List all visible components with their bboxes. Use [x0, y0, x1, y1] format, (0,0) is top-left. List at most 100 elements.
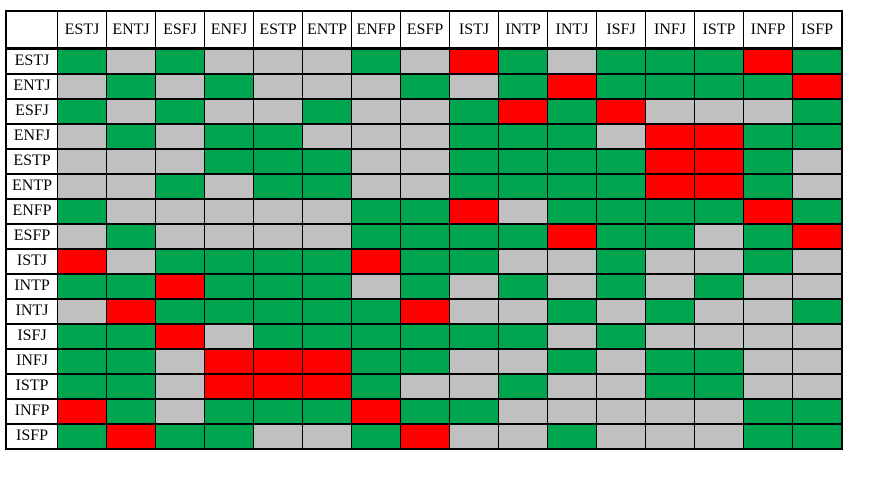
matrix-cell-istj-intp	[498, 247, 548, 275]
matrix-cell-intj-isfp	[792, 297, 843, 325]
matrix-cell-entp-isfj	[596, 172, 646, 200]
matrix-cell-estj-intp	[498, 47, 548, 75]
matrix-cell-intj-enfp	[351, 297, 401, 325]
row-header-esfj: ESFJ	[5, 97, 58, 125]
matrix-cell-entp-istj	[449, 172, 499, 200]
matrix-cell-intj-istp	[694, 297, 744, 325]
column-header-istj: ISTJ	[449, 10, 499, 50]
matrix-cell-istj-entj	[106, 247, 156, 275]
matrix-cell-istp-intj	[547, 372, 597, 400]
matrix-cell-estp-estp	[253, 147, 303, 175]
matrix-cell-enfp-intj	[547, 197, 597, 225]
matrix-cell-infp-esfj	[155, 397, 205, 425]
matrix-cell-intj-entj	[106, 297, 156, 325]
matrix-cell-enfj-infp	[743, 122, 793, 150]
matrix-cell-isfj-infj	[645, 322, 695, 350]
matrix-cell-enfj-estp	[253, 122, 303, 150]
matrix-cell-entp-estp	[253, 172, 303, 200]
matrix-cell-esfp-entj	[106, 222, 156, 250]
matrix-cell-estp-istp	[694, 147, 744, 175]
matrix-cell-infj-enfp	[351, 347, 401, 375]
matrix-cell-istj-isfp	[792, 247, 843, 275]
matrix-cell-istj-intj	[547, 247, 597, 275]
row-header-infj: INFJ	[5, 347, 58, 375]
matrix-cell-infj-istj	[449, 347, 499, 375]
matrix-cell-esfj-isfj	[596, 97, 646, 125]
matrix-cell-estp-esfp	[400, 147, 450, 175]
matrix-cell-enfj-infj	[645, 122, 695, 150]
matrix-cell-infp-enfj	[204, 397, 254, 425]
compatibility-table: ESTJ ENTJ ESFJ ENFJ ESTP ENTP ENFP ESFP ISTJ INTP…	[5, 10, 843, 450]
matrix-cell-infj-esfp	[400, 347, 450, 375]
matrix-cell-esfp-istp	[694, 222, 744, 250]
matrix-cell-estj-istj	[449, 47, 499, 75]
column-header-intj: INTJ	[547, 10, 597, 50]
matrix-cell-esfj-istj	[449, 97, 499, 125]
matrix-cell-istj-entp	[302, 247, 352, 275]
matrix-cell-estj-istp	[694, 47, 744, 75]
matrix-cell-esfp-esfj	[155, 222, 205, 250]
matrix-cell-enfp-enfp	[351, 197, 401, 225]
matrix-cell-isfp-intp	[498, 422, 548, 450]
matrix-cell-enfj-isfp	[792, 122, 843, 150]
matrix-cell-isfp-isfp	[792, 422, 843, 450]
row-header-isfj: ISFJ	[5, 322, 58, 350]
matrix-cell-isfp-istp	[694, 422, 744, 450]
matrix-cell-entp-enfp	[351, 172, 401, 200]
matrix-cell-intp-intp	[498, 272, 548, 300]
matrix-cell-isfj-intj	[547, 322, 597, 350]
matrix-cell-infj-infj	[645, 347, 695, 375]
matrix-cell-istj-isfj	[596, 247, 646, 275]
matrix-cell-esfj-isfp	[792, 97, 843, 125]
matrix-cell-estp-esfj	[155, 147, 205, 175]
matrix-cell-isfp-enfj	[204, 422, 254, 450]
matrix-cell-intp-esfp	[400, 272, 450, 300]
matrix-cell-estj-infj	[645, 47, 695, 75]
matrix-cell-intp-enfp	[351, 272, 401, 300]
matrix-cell-infp-entj	[106, 397, 156, 425]
matrix-cell-esfj-enfj	[204, 97, 254, 125]
matrix-cell-estj-esfj	[155, 47, 205, 75]
matrix-cell-isfp-enfp	[351, 422, 401, 450]
matrix-cell-isfj-infp	[743, 322, 793, 350]
matrix-cell-isfj-estp	[253, 322, 303, 350]
matrix-cell-intp-intj	[547, 272, 597, 300]
matrix-cell-infp-isfj	[596, 397, 646, 425]
matrix-cell-estj-entj	[106, 47, 156, 75]
matrix-cell-entj-isfp	[792, 72, 843, 100]
matrix-cell-intj-infj	[645, 297, 695, 325]
matrix-cell-enfp-entp	[302, 197, 352, 225]
matrix-cell-enfp-esfj	[155, 197, 205, 225]
matrix-cell-esfp-istj	[449, 222, 499, 250]
matrix-cell-intj-estj	[57, 297, 107, 325]
matrix-cell-entj-estj	[57, 72, 107, 100]
matrix-cell-enfp-esfp	[400, 197, 450, 225]
matrix-cell-istp-istj	[449, 372, 499, 400]
matrix-cell-infp-intj	[547, 397, 597, 425]
matrix-cell-estp-enfj	[204, 147, 254, 175]
matrix-cell-esfj-esfj	[155, 97, 205, 125]
matrix-cell-esfp-estp	[253, 222, 303, 250]
matrix-cell-esfp-infp	[743, 222, 793, 250]
matrix-cell-entp-esfp	[400, 172, 450, 200]
matrix-cell-estj-enfj	[204, 47, 254, 75]
matrix-cell-isfj-isfj	[596, 322, 646, 350]
matrix-table-wrapper: ESTJ ENTJ ESFJ ENFJ ESTP ENTP ENFP ESFP ISTJ INTP…	[5, 10, 843, 450]
matrix-cell-istj-istj	[449, 247, 499, 275]
matrix-cell-entp-infj	[645, 172, 695, 200]
matrix-cell-infj-esfj	[155, 347, 205, 375]
column-header-infj: INFJ	[645, 10, 695, 50]
matrix-cell-enfp-isfp	[792, 197, 843, 225]
matrix-cell-estp-entp	[302, 147, 352, 175]
matrix-cell-esfj-intp	[498, 97, 548, 125]
matrix-cell-esfj-estp	[253, 97, 303, 125]
matrix-cell-infp-intp	[498, 397, 548, 425]
matrix-cell-enfj-istp	[694, 122, 744, 150]
row-header-esfp: ESFP	[5, 222, 58, 250]
row-header-enfp: ENFP	[5, 197, 58, 225]
matrix-cell-entj-entp	[302, 72, 352, 100]
matrix-cell-estp-entj	[106, 147, 156, 175]
matrix-cell-enfj-entp	[302, 122, 352, 150]
matrix-cell-entp-enfj	[204, 172, 254, 200]
matrix-cell-infj-enfj	[204, 347, 254, 375]
